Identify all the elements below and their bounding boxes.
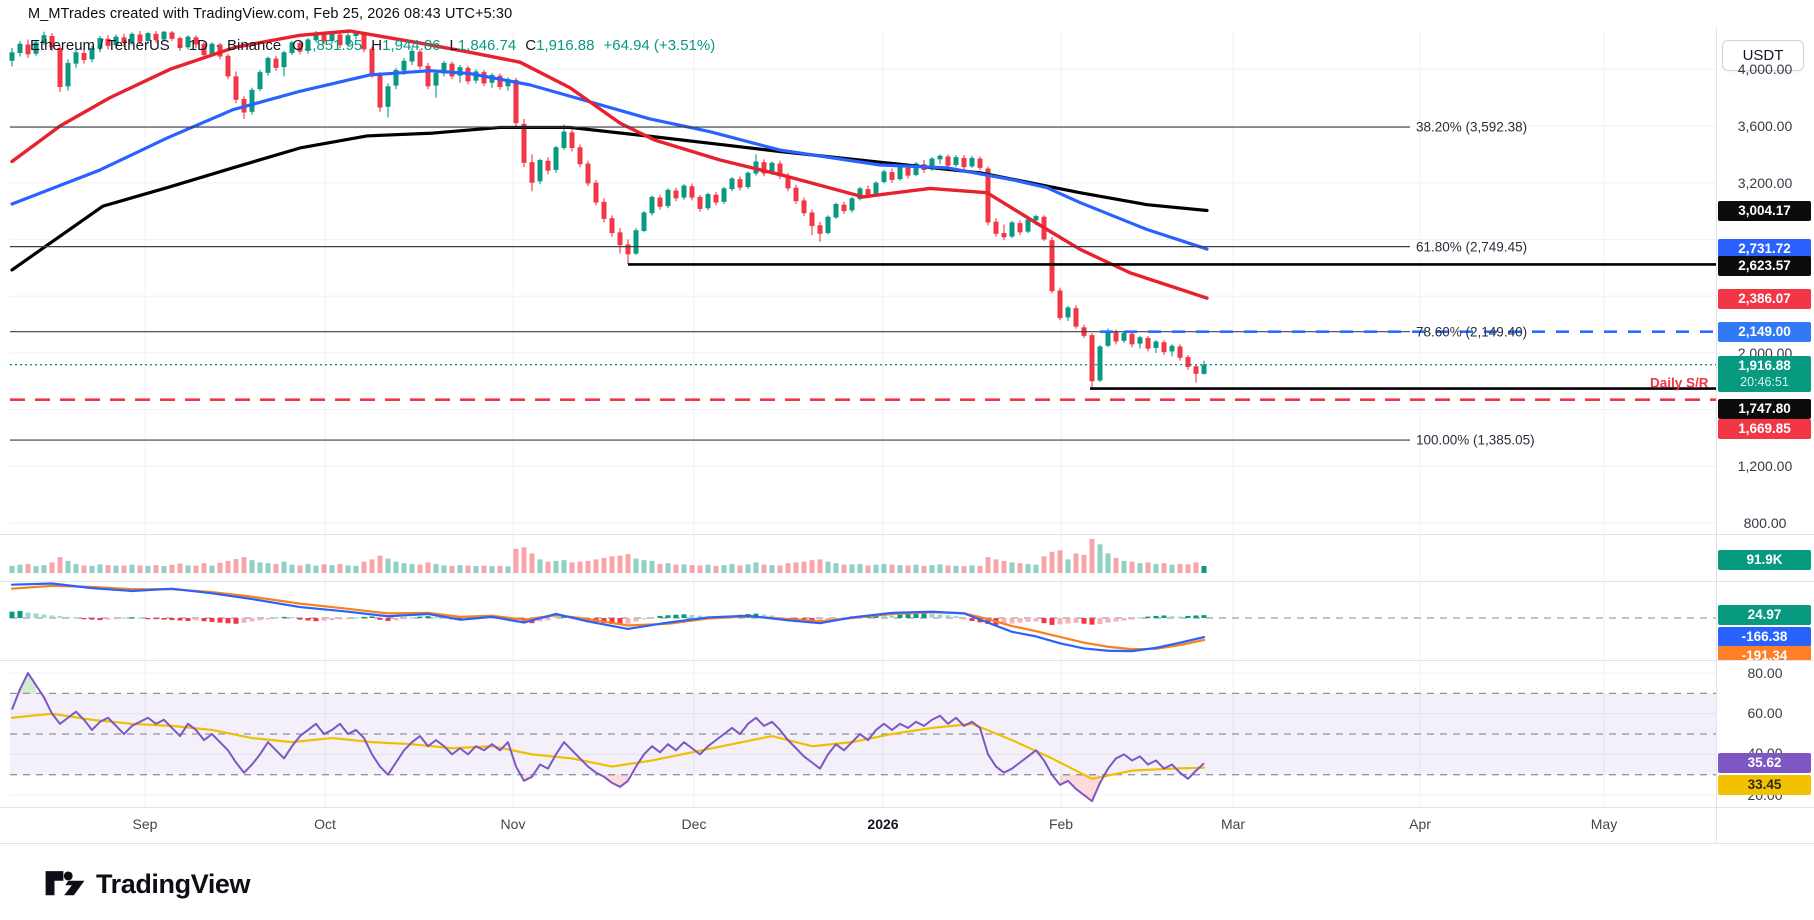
change-value: +64.94 (+3.51%)	[603, 37, 716, 54]
price-badge: 2,731.72	[1718, 239, 1811, 259]
price-axis-label: 60.00	[1747, 705, 1783, 721]
oscillator-pane-badge-clip: -191.34	[0, 583, 1814, 660]
time-axis-label-2026: 2026	[867, 816, 899, 832]
countdown-timer: 20:46:51	[1740, 375, 1789, 389]
pane-divider[interactable]	[0, 534, 1814, 535]
tradingview-logo[interactable]: TradingView	[44, 866, 251, 902]
time-axis-label-dec: Dec	[681, 816, 707, 832]
fib-level-label: 78.60% (2,149.40)	[1416, 324, 1528, 340]
ohlc-item: O1,851.95	[292, 37, 363, 54]
price-axis-separator	[1716, 28, 1717, 843]
time-axis-label-mar: Mar	[1220, 816, 1246, 832]
price-badge: 91.9K	[1718, 550, 1811, 570]
price-badge: 1,747.80	[1718, 399, 1811, 419]
fib-level-label: 100.00% (1,385.05)	[1416, 432, 1535, 448]
price-axis-label: 80.00	[1747, 665, 1783, 681]
price-badge: 33.45	[1718, 775, 1811, 795]
interval-label: 1D	[188, 37, 208, 54]
price-axis-label: 800.00	[1743, 515, 1787, 531]
pane-divider[interactable]	[0, 660, 1814, 661]
ohlc-item: H1,944.86	[371, 37, 441, 54]
time-axis-label-apr: Apr	[1409, 816, 1431, 832]
price-axis-label: 3,200.00	[1737, 175, 1793, 191]
fib-level-label: 38.20% (3,592.38)	[1416, 119, 1528, 135]
exchange-label: Binance	[226, 37, 282, 54]
ohlc-item: L1,846.74	[449, 37, 517, 54]
price-axis-label: 3,600.00	[1737, 118, 1793, 134]
ohlc-item: C1,916.88	[525, 37, 595, 54]
price-badge: -191.34	[1718, 646, 1811, 660]
currency-toggle-button[interactable]: USDT	[1722, 40, 1804, 71]
price-badge: 1,916.88 20:46:51	[1718, 356, 1811, 392]
time-axis-label-may: May	[1590, 816, 1618, 832]
price-axis-label: 1,200.00	[1737, 458, 1793, 474]
symbol-name: Ethereum / TetherUS	[30, 37, 170, 54]
price-badge: 2,149.00	[1718, 322, 1811, 342]
price-badge: 2,623.57	[1718, 256, 1811, 276]
time-axis-label-oct: Oct	[314, 816, 336, 832]
price-badge: -166.38	[1718, 627, 1811, 647]
attribution-text: M_MTrades created with TradingView.com, …	[28, 6, 513, 22]
price-badge: 1,669.85	[1718, 419, 1811, 439]
price-badge: 2,386.07	[1718, 289, 1811, 309]
tradingview-logo-icon	[45, 871, 85, 896]
price-badge: 3,004.17	[1718, 201, 1811, 221]
daily-sr-label: Daily S/R	[1650, 375, 1709, 391]
legend-separator: ·	[214, 37, 220, 54]
price-axis-label: 4,000.00	[1737, 61, 1793, 77]
price-badge: 24.97	[1718, 605, 1811, 625]
time-axis-label-sep: Sep	[132, 816, 158, 832]
pane-divider[interactable]	[0, 581, 1814, 582]
tradingview-logo-text: TradingView	[96, 868, 251, 899]
legend-separator: ·	[176, 37, 182, 54]
time-axis-label-nov: Nov	[500, 816, 526, 832]
symbol-legend[interactable]: Ethereum / TetherUS · 1D · Binance O1,85…	[30, 37, 715, 54]
pane-divider[interactable]	[0, 807, 1814, 808]
time-axis-label-feb: Feb	[1048, 816, 1074, 832]
ohlc-values: O1,851.95 H1,944.86 L1,846.74 C1,916.88	[292, 37, 594, 54]
price-badge: 35.62	[1718, 753, 1811, 773]
pane-divider[interactable]	[0, 843, 1814, 844]
fib-level-label: 61.80% (2,749.45)	[1416, 239, 1528, 255]
